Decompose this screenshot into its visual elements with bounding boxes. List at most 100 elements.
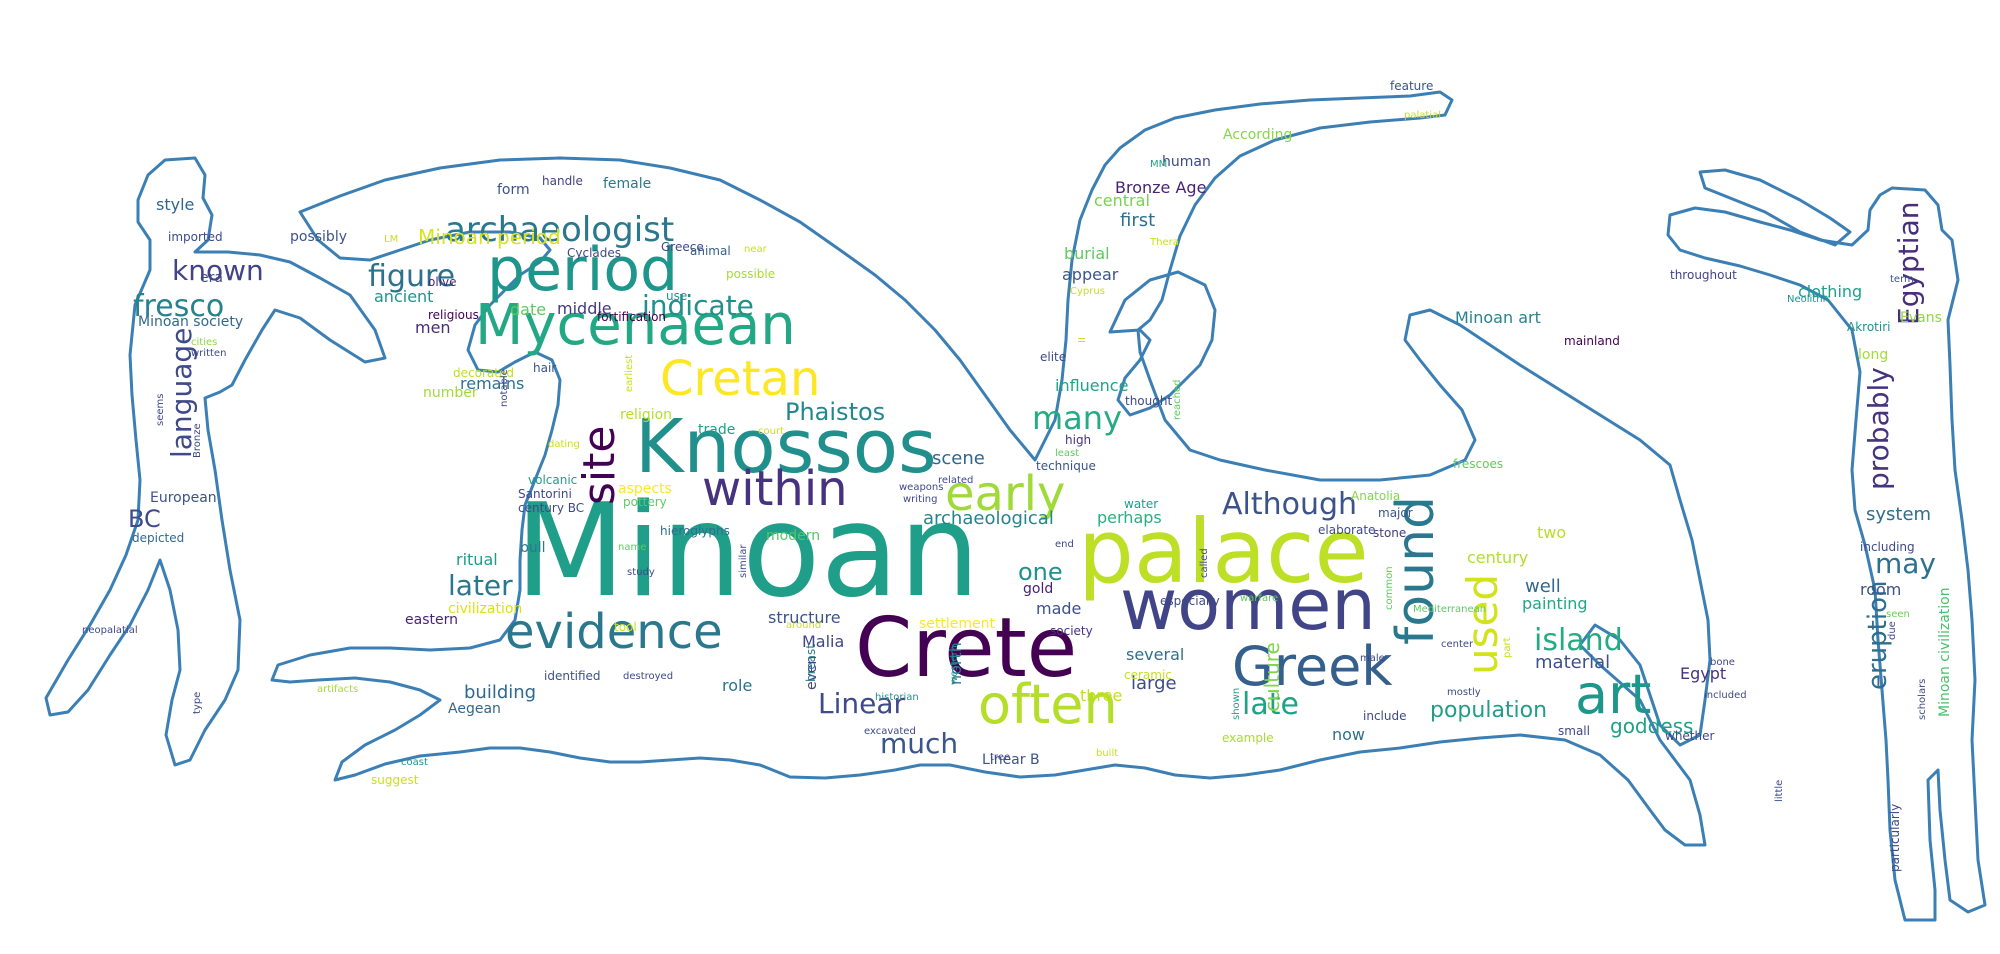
word-probably: probably [1862,367,1895,490]
word-settlement: settlement [919,616,996,632]
word-scene: scene [932,448,985,469]
word-near: near [744,244,767,255]
word-imported: imported [168,230,223,244]
word-cities: cities [191,337,218,348]
word-population: population [1430,698,1548,723]
word-crete: Crete [855,601,1078,696]
word-term: term [1890,274,1914,285]
word-common: common [1384,566,1395,610]
word-destroyed: destroyed [623,671,674,682]
word-phaistos: Phaistos [785,398,886,426]
word-thought: thought [1125,394,1173,408]
word-art: art [1575,663,1652,726]
word-linear-b: Linear B [982,752,1040,768]
word-central: central [1094,191,1150,210]
word-notable: notable [499,369,510,407]
word-room: room [1860,580,1902,599]
word-archaeological: archaeological [923,508,1054,529]
word-early: early [945,466,1066,522]
word-name: name [618,542,647,553]
word-men: men [415,318,451,337]
word-trade: trade [698,422,736,438]
word-evidence: evidence [505,604,723,660]
word-well: well [1525,576,1561,597]
word-long: long [1858,347,1889,363]
word-related: related [938,475,974,486]
word-seems: seems [155,393,166,426]
word-palatial: palatial [1404,110,1441,121]
word-small: small [1558,724,1590,738]
word-building: building [464,682,537,703]
word-european: European [150,490,217,506]
word-fortification: fortification [597,310,667,324]
word-now: now [1332,725,1366,744]
word-around: around [786,620,822,631]
word-hieroglyphs: hieroglyphs [660,524,730,538]
word-pottery: pottery [623,495,667,509]
word-made: made [1036,599,1082,618]
word-end: end [1055,539,1074,550]
word-included: included [1704,690,1747,701]
word-large: large [1131,673,1177,694]
word-mycenaean: Mycenaean [475,293,796,358]
word-due: due [1887,621,1898,640]
word-modern: modern [766,528,821,544]
word-influence: influence [1055,376,1129,395]
word-egypt: Egypt [1680,664,1727,683]
word-painting: painting [1522,594,1588,613]
word-perhaps: perhaps [1097,508,1162,527]
word-minoan-society: Minoan society [138,314,244,330]
word-cretan: Cretan [660,351,821,407]
word-mm: MM [1150,159,1168,170]
word-century-bc: century BC [518,501,585,515]
word-earliest: earliest [624,354,635,392]
word-ceramic: ceramic [1124,668,1172,682]
word-dating: dating [548,439,580,450]
word-remains: remains [460,374,525,393]
word-malia: Malia [802,632,845,651]
word-two: two [1537,523,1567,542]
word-period: period [487,235,679,305]
word-reached: reached [1172,379,1183,420]
word-used: used [1458,573,1507,675]
word-many: many [1032,399,1122,437]
word-island: island [1534,623,1623,658]
word-include: include [1363,709,1407,723]
word-religious: religious [428,308,479,322]
word-known: known [172,254,264,287]
word-mainland: mainland [1564,334,1620,348]
word-minoan-period: Minoan period [418,225,561,249]
word-example: example [1222,731,1274,745]
word-seen: seen [1886,609,1910,620]
word-ii: II [1077,337,1088,343]
word-bc: BC [128,505,161,533]
word-linear: Linear [818,687,906,720]
word-often: often [978,673,1118,736]
word-archaeologist: archaeologist [445,210,675,250]
word-minoan: Minoan [515,477,980,626]
word-neolithic: Neolithic [1787,294,1831,305]
word-written: written [191,348,227,359]
word-mediterranean: Mediterranean [1413,604,1487,615]
word-stone: stone [1373,526,1407,540]
word-use: use [666,289,688,303]
word-technique: technique [1036,459,1096,473]
word-system: system [1866,504,1932,525]
word-tree: tree [990,752,1011,763]
word-minoan-art: Minoan art [1455,308,1541,327]
word-cyclades: Cyclades [567,246,622,260]
word-including: including [1860,540,1915,554]
word-first: first [1120,210,1156,231]
word-aegean: Aegean [448,701,501,717]
word-evans: Evans [1900,310,1942,326]
word-olive: olive [428,275,457,289]
word-ancient: ancient [374,287,434,306]
word-greek: Greek [1232,635,1393,698]
word-whether: whether [1665,729,1715,743]
word-weapons: weapons [899,482,944,493]
word-possibly: possibly [290,229,347,245]
word-part: part [1502,637,1513,658]
word-bronze-age: Bronze Age [1115,178,1207,197]
word-bull: bull [520,540,546,556]
